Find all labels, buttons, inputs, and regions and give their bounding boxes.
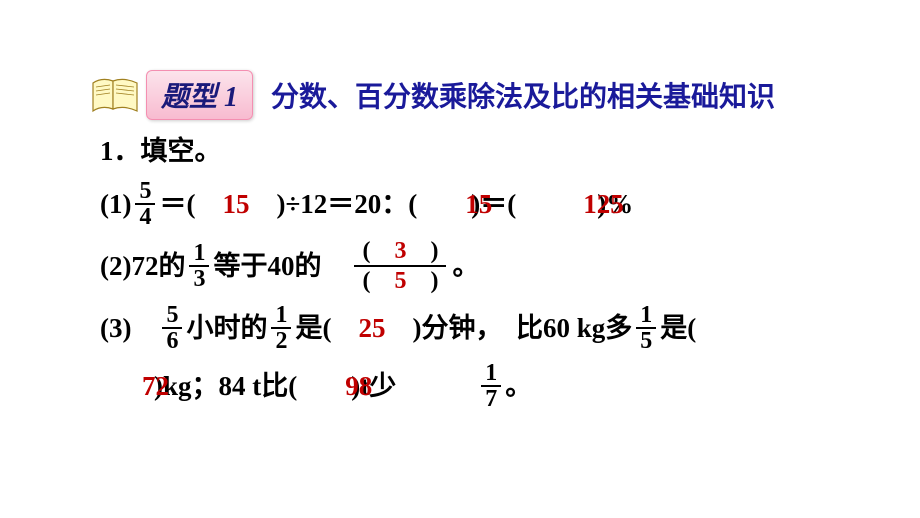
text: ＝( [159,183,222,226]
answer-overlap-98: )t少 98 [351,365,450,408]
fraction-answer-3-5: ( 3 ) ( 5 ) [354,237,446,295]
question-title: 1．填空。 [100,130,880,173]
text: 。 [505,365,532,408]
fraction-1-7: 1 7 [481,361,501,411]
fraction-1-3: 1 3 [189,241,209,291]
section-header: 题型 1 分数、百分数乘除法及比的相关基础知识 [90,70,775,120]
text: )÷12＝20：( [249,183,471,226]
text: 是( [295,307,358,350]
text: )分钟， 比60 kg多 [385,307,632,350]
text: 是( [660,307,696,350]
question-2: (2)72的 1 3 等于40的 ( 3 ) ( 5 ) 。 [100,237,880,295]
fraction-5-6: 5 6 [162,303,182,353]
topic-badge: 题型 1 [146,70,253,120]
open-book-icon [90,75,140,115]
label-2: (2)72的 [100,245,185,288]
fraction-5-4: 5 4 [135,179,155,229]
question-3-line2: )kg；84 t比( 72 )t少 98 1 7 。 [154,361,880,411]
label-1: (1) [100,183,131,226]
answer-25: 25 [358,307,385,350]
label-3: (3) [100,307,158,350]
answer-overlap-15: )＝( 15 [471,183,516,226]
fraction-1-5: 1 5 [636,303,656,353]
question-content: 1．填空。 (1) 5 4 ＝( 15 )÷12＝20：( )＝( 15 )% … [100,130,880,419]
topic-title: 分数、百分数乘除法及比的相关基础知识 [271,75,775,115]
fraction-1-2: 1 2 [271,303,291,353]
text: 等于40的 [213,245,348,288]
answer-overlap-72: )kg；84 t比( 72 [154,365,351,408]
question-3-line1: (3) 5 6 小时的 1 2 是( 25 )分钟， 比60 kg多 1 5 是… [100,303,880,353]
text: 。 [452,245,479,288]
answer-15: 15 [222,183,249,226]
spacer [450,365,477,408]
answer-overlap-125: )% 125 [597,183,633,226]
question-1: (1) 5 4 ＝( 15 )÷12＝20：( )＝( 15 )% 125 [100,179,880,229]
text: 小时的 [186,307,267,350]
